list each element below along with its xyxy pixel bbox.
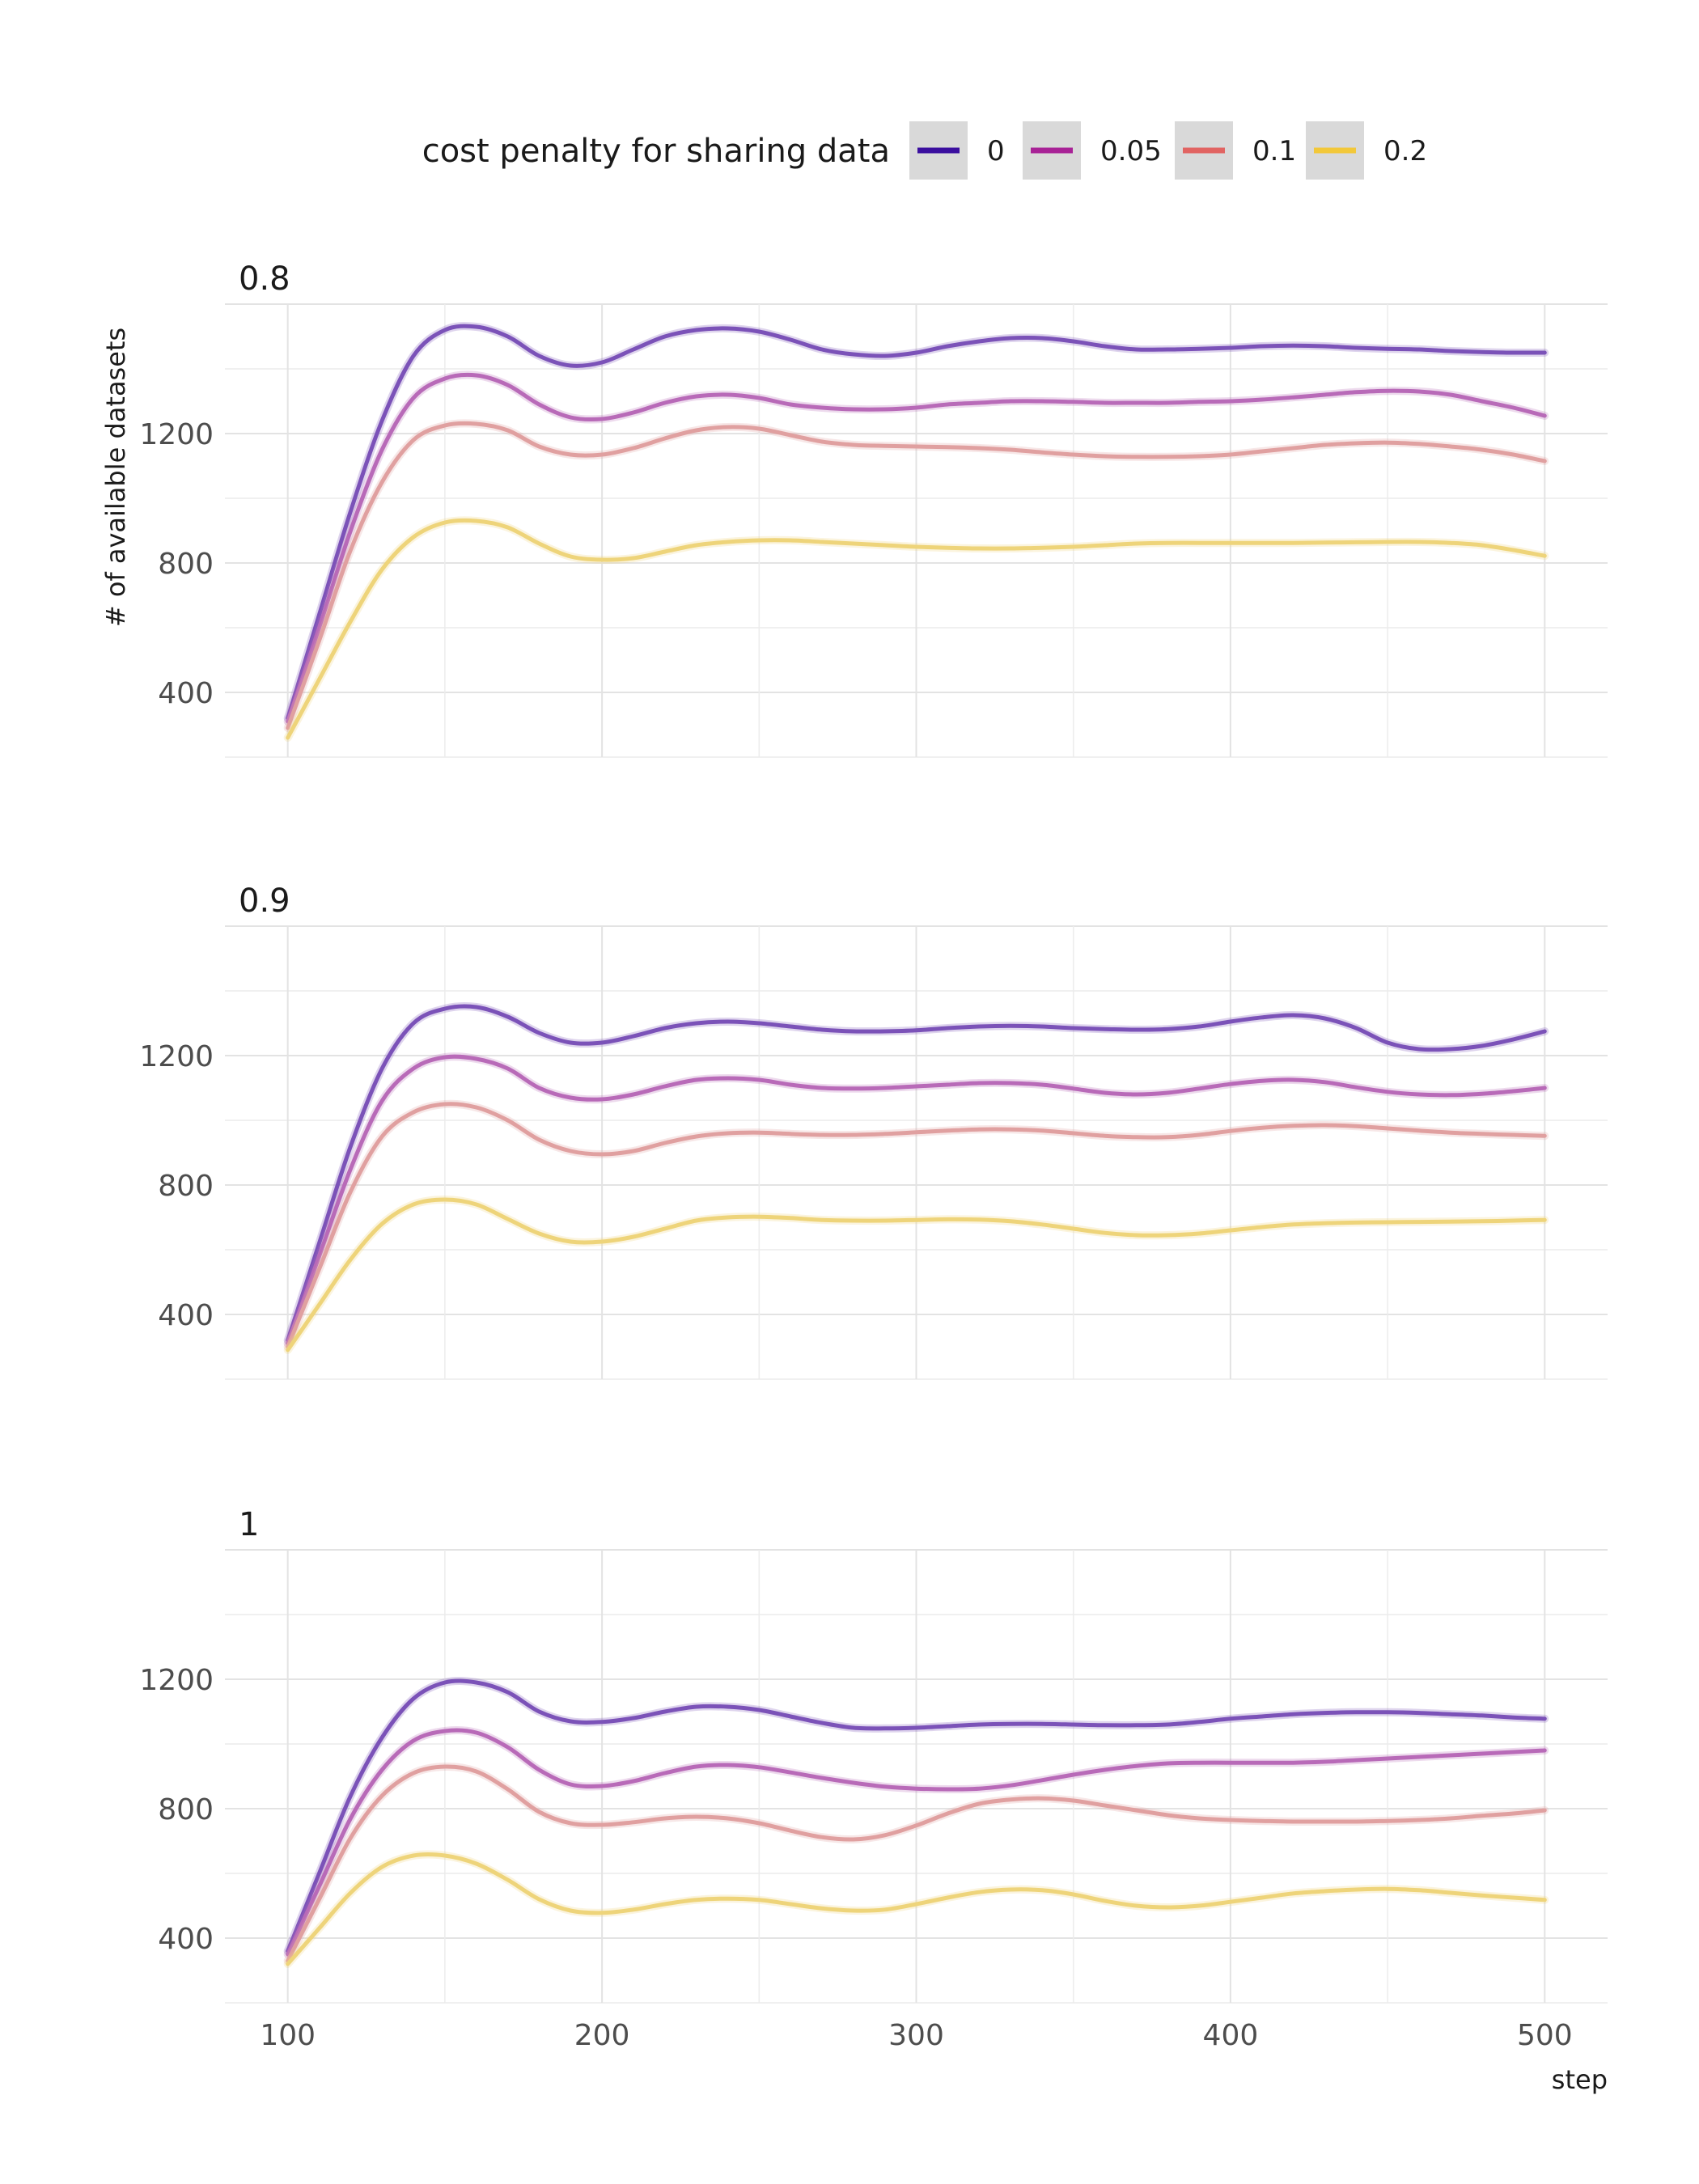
legend-entry: 0.05 xyxy=(1023,121,1162,180)
gridlines xyxy=(225,303,1608,758)
y-tick-label: 800 xyxy=(158,548,214,581)
legend: cost penalty for sharing data 0 0.05 0.1 0.… xyxy=(422,121,1427,180)
series-line-0.1 xyxy=(286,1102,1547,1349)
x-tick-label: 100 xyxy=(260,2019,316,2052)
series-line-0.2 xyxy=(286,518,1547,740)
x-tick-label: 400 xyxy=(1203,2019,1259,2052)
gridlines xyxy=(225,1549,1608,2004)
legend-title: cost penalty for sharing data xyxy=(422,133,890,170)
legend-label: 0.1 xyxy=(1252,135,1296,167)
y-tick-label: 400 xyxy=(158,1299,214,1332)
series-line-0.1 xyxy=(286,421,1547,730)
series-line-0.05 xyxy=(286,1728,1547,1957)
y-axis-title: # of available datasets xyxy=(100,328,131,627)
legend-entry: 0 xyxy=(909,121,1005,180)
series-line-0 xyxy=(286,1678,1547,1953)
gridlines xyxy=(225,925,1608,1380)
x-tick-label: 200 xyxy=(574,2019,630,2052)
series-line-0.2 xyxy=(286,1852,1547,1966)
series-line-0 xyxy=(286,1004,1547,1343)
facet-panel: 1 400 800 1200 100 200 300 400 500 xyxy=(139,1506,1608,2052)
facet-panel: 0.8 400 800 1200 xyxy=(139,260,1608,758)
y-tick-label: 1200 xyxy=(139,1040,214,1073)
facet-title: 0.9 xyxy=(239,882,290,920)
series-line-0.1 xyxy=(286,1764,1547,1963)
x-tick-label: 500 xyxy=(1517,2019,1573,2052)
x-tick-label: 300 xyxy=(888,2019,944,2052)
x-axis-title: step xyxy=(1552,2064,1608,2095)
legend-label: 0.2 xyxy=(1383,135,1427,167)
facet-title: 0.8 xyxy=(239,260,290,298)
y-tick-label: 400 xyxy=(158,677,214,710)
legend-entry: 0.2 xyxy=(1306,121,1427,180)
series-line-0.2 xyxy=(286,1197,1547,1352)
y-tick-label: 1200 xyxy=(139,1664,214,1697)
facet-title: 1 xyxy=(239,1506,259,1543)
y-tick-label: 800 xyxy=(158,1170,214,1203)
series-line-0.05 xyxy=(286,372,1547,724)
legend-label: 0 xyxy=(987,135,1005,167)
legend-entry: 0.1 xyxy=(1175,121,1296,180)
y-tick-label: 800 xyxy=(158,1793,214,1826)
facet-panel: 0.9 400 800 1200 xyxy=(139,882,1608,1380)
y-tick-label: 1200 xyxy=(139,418,214,451)
y-tick-label: 400 xyxy=(158,1923,214,1956)
legend-label: 0.05 xyxy=(1100,135,1162,167)
series-line-0 xyxy=(286,324,1547,721)
series-line-0.05 xyxy=(286,1054,1547,1346)
